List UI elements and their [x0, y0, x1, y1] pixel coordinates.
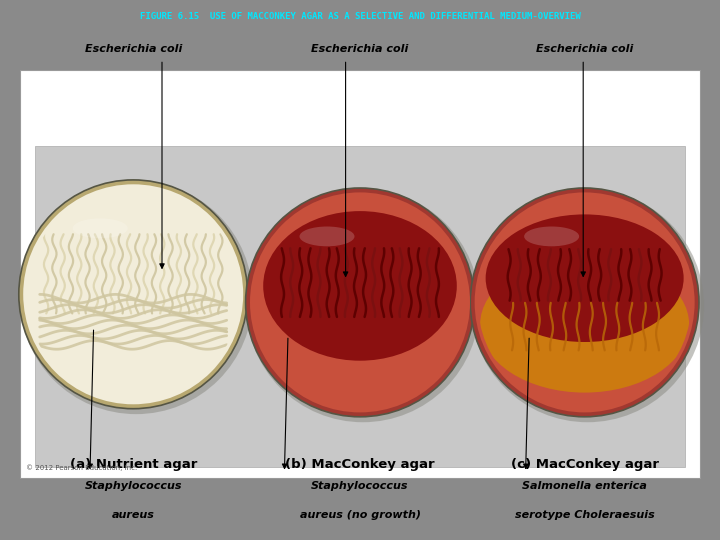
Text: (c) MacConkey agar: (c) MacConkey agar [510, 458, 659, 471]
Ellipse shape [524, 226, 579, 246]
Ellipse shape [250, 192, 470, 413]
Ellipse shape [474, 192, 695, 413]
Ellipse shape [23, 184, 243, 404]
Ellipse shape [73, 218, 127, 238]
Text: © 2012 Pearson Education, Inc.: © 2012 Pearson Education, Inc. [26, 465, 138, 471]
Text: Escherichia coli: Escherichia coli [311, 44, 409, 54]
Text: FIGURE 6.15  USE OF MACCONKEY AGAR AS A SELECTIVE AND DIFFERENTIAL MEDIUM-OVERVI: FIGURE 6.15 USE OF MACCONKEY AGAR AS A S… [140, 12, 580, 21]
Ellipse shape [300, 226, 354, 246]
Ellipse shape [470, 188, 699, 417]
Ellipse shape [246, 188, 474, 417]
Text: aureus: aureus [112, 510, 155, 521]
Text: serotype Choleraesuis: serotype Choleraesuis [515, 510, 654, 521]
Ellipse shape [471, 189, 704, 422]
Ellipse shape [19, 180, 248, 409]
Text: aureus (no growth): aureus (no growth) [300, 510, 420, 521]
Ellipse shape [19, 181, 253, 414]
Text: Escherichia coli: Escherichia coli [536, 44, 634, 54]
Text: Staphylococcus: Staphylococcus [84, 481, 182, 491]
Text: Escherichia coli: Escherichia coli [84, 44, 182, 54]
Ellipse shape [264, 211, 456, 361]
Text: Staphylococcus: Staphylococcus [311, 481, 409, 491]
Ellipse shape [480, 256, 689, 393]
FancyBboxPatch shape [35, 146, 685, 467]
Ellipse shape [485, 214, 684, 342]
Text: (a) Nutrient agar: (a) Nutrient agar [70, 458, 197, 471]
FancyBboxPatch shape [20, 70, 700, 478]
Text: Salmonella enterica: Salmonella enterica [522, 481, 647, 491]
Ellipse shape [246, 189, 480, 422]
Text: (b) MacConkey agar: (b) MacConkey agar [285, 458, 435, 471]
